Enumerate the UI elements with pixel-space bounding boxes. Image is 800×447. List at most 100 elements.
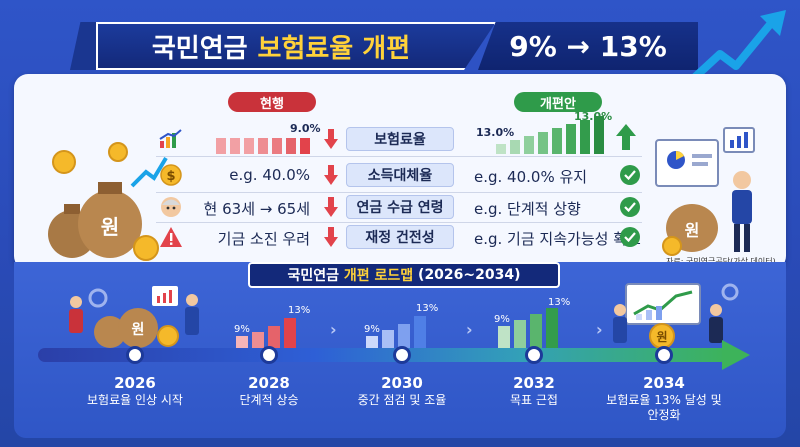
milestone-dot [126,346,144,364]
row-pension-age: 현 63세 → 65세 연금 수급 연령 e.g. 단계적 상향 [156,192,642,222]
check-icon [620,227,640,247]
reform-bar [580,120,590,154]
bar-chart-icon [158,128,184,150]
row-divider [156,222,642,223]
mini-chart-high-label: 13% [416,303,438,314]
milestone-year: 2028 [248,374,290,392]
reform-bar [524,136,534,154]
milestone-dot [393,346,411,364]
svg-text:$: $ [166,169,175,184]
mini-chart-2032: 9% 13% [494,297,570,348]
row-category-label: 보험료율 [346,127,454,151]
header-decoration [70,22,96,70]
mini-bar [546,308,558,348]
dollar-coin-icon: $ [158,164,184,186]
milestone-year: 2034 [643,374,685,392]
down-arrow-icon [324,227,338,247]
row-current-value: 기금 소진 우려 [217,230,310,248]
up-arrow-icon [616,124,636,150]
current-bar [244,138,254,154]
roadmap-title: 국민연금 개편 로드맵 (2026~2034) [248,262,560,288]
current-label: 현행 [228,92,316,112]
milestone-year: 2026 [114,374,156,392]
milestone-desc: 보험료율 13% 달성 및 안정화 [606,393,722,422]
down-arrow-icon [324,129,338,149]
elderly-person-icon [158,196,184,218]
mini-bar [514,320,526,348]
mini-chart-2030: 9% 13% [364,303,438,348]
current-rate-label: 9.0% [290,122,321,135]
row-fiscal-soundness: 기금 소진 우려 재정 건전성 e.g. 기금 지속가능성 확보 [156,222,642,252]
milestone-desc: 보험료율 인상 시작 [87,393,183,407]
team-coins-illustration: 원 [69,286,199,348]
current-rate-bars: 9.0% [216,122,321,154]
rate-change-banner: 9% → 13% [478,22,698,70]
mini-chart-2028: 9% 13% [234,305,310,348]
current-bar [286,138,296,154]
mini-bar [414,316,426,348]
title-banner: 국민연금 보험료율 개편 [96,22,496,70]
mini-bar [398,324,410,348]
mini-bar [366,336,378,348]
chevron-right-icon: › [330,320,337,339]
row-reform-value: e.g. 기금 지속가능성 확보 [474,230,641,248]
row-current-value: 현 63세 → 65세 [203,200,310,218]
mini-bar [236,336,248,348]
row-category-label: 연금 수급 연령 [346,195,454,219]
reform-end-label: 13.0% [574,110,612,123]
mini-bar [284,318,296,348]
reform-rate-bars: 13.0% 13.0% [476,110,636,154]
mini-chart-high-label: 13% [548,297,570,308]
current-bar [300,138,310,154]
mini-chart-low-label: 9% [494,314,510,325]
mini-bar [252,332,264,348]
mini-bar [498,326,510,348]
roadmap-title-main: 국민연금 [287,268,340,284]
page-title: 국민연금 [151,33,248,64]
rising-arrow-icon [690,10,786,82]
reform-bar [594,116,604,154]
mini-chart-low-label: 9% [364,324,380,335]
milestone-dot [525,346,543,364]
row-category-label: 소득대체율 [346,163,454,187]
money-bags-illustration: 원 [48,142,168,261]
mini-bar [382,330,394,348]
source-note: 자료: 국민연금공단(가상 데이터) [666,256,776,267]
row-category-label: 재정 건전성 [346,225,454,249]
milestone-year: 2032 [513,374,555,392]
reform-bar [552,128,562,154]
milestone-dot [655,346,673,364]
check-icon [620,197,640,217]
header: 국민연금 보험료율 개편 9% → 13% [0,0,800,84]
timeline-bar [38,348,728,362]
roadmap-title-range: (2026~2034) [418,267,521,283]
current-bar [216,138,226,154]
chevron-right-icon: › [596,320,603,339]
check-icon [620,165,640,185]
coin-label: 원 [132,322,145,338]
coin-label: 원 [101,215,119,239]
reform-bar [566,124,576,154]
reform-bar [510,140,520,154]
current-bar [272,138,282,154]
mini-chart-high-label: 13% [288,305,310,316]
down-arrow-icon [324,197,338,217]
reform-label: 개편안 [514,92,602,112]
reform-start-label: 13.0% [476,126,514,139]
presenters-illustration: 원 [613,283,739,349]
mini-chart-low-label: 9% [234,324,250,335]
milestone-desc: 중간 점검 및 조율 [357,393,447,407]
row-current-value: e.g. 40.0% [229,166,310,184]
current-bar [230,138,240,154]
milestone-desc: 단계적 상승 [239,393,299,407]
row-contribution-rate: 보험료율 [156,124,642,154]
chevron-right-icon: › [466,320,473,339]
milestone-dot [260,346,278,364]
reform-bar [496,144,506,154]
timeline-arrow-head [722,340,750,370]
milestone-desc: 목표 근접 [510,393,558,407]
row-reform-value: e.g. 40.0% 유지 [474,168,588,186]
row-divider [156,156,642,157]
row-reform-value: e.g. 단계적 상향 [474,200,581,218]
mini-bar [268,326,280,348]
